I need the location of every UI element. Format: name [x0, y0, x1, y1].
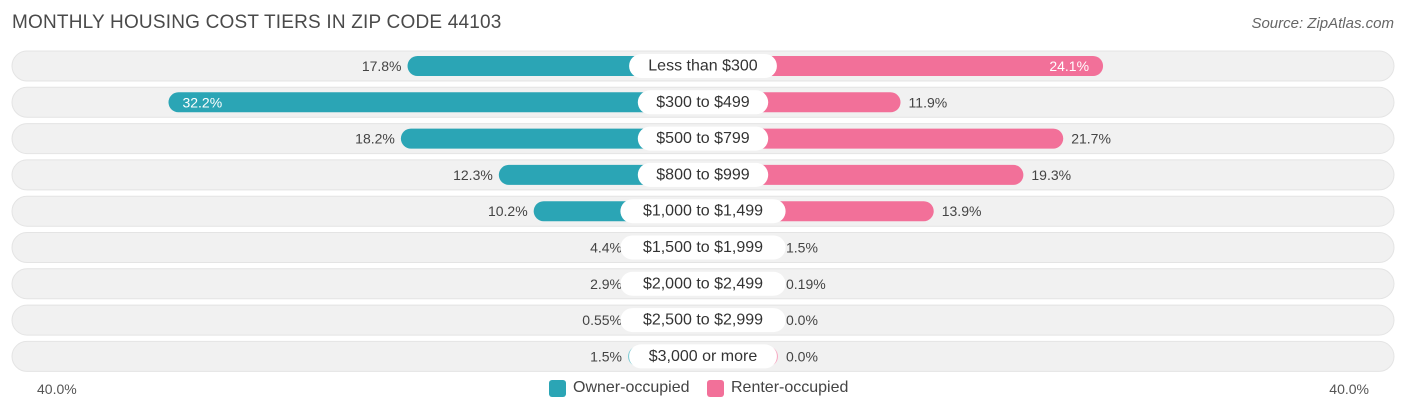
category-label: $1,000 to $1,499 — [643, 203, 763, 220]
category-pill — [637, 162, 769, 187]
category-pill — [620, 235, 786, 260]
category-label: $300 to $499 — [656, 94, 750, 111]
renter-value-label: 0.19% — [786, 276, 826, 292]
category-pill — [629, 54, 777, 78]
legend-owner: Owner-occupied — [549, 379, 690, 397]
renter-bar — [703, 164, 1024, 185]
category-pill — [620, 308, 786, 333]
renter-value-label: 21.7% — [1071, 131, 1111, 147]
owner-value-label: 18.2% — [355, 131, 395, 147]
legend-owner-swatch — [549, 379, 566, 397]
owner-value-label: 17.8% — [362, 58, 402, 74]
owner-value-label: 10.2% — [488, 203, 528, 219]
category-pill — [637, 126, 769, 151]
source-credit: Source: ZipAtlas.com — [1251, 15, 1394, 32]
renter-value-label: 0.0% — [786, 312, 818, 328]
legend-renter: Renter-occupied — [707, 379, 848, 397]
owner-bar — [168, 92, 704, 113]
category-label: $1,500 to $1,999 — [643, 239, 763, 256]
renter-value-label: 13.9% — [942, 203, 982, 219]
owner-value-label: 2.9% — [590, 276, 622, 292]
category-label: $500 to $799 — [656, 130, 750, 147]
legend: Owner-occupied Renter-occupied — [0, 379, 1406, 401]
renter-value-label: 1.5% — [786, 240, 818, 256]
chart-title: MONTHLY HOUSING COST TIERS IN ZIP CODE 4… — [12, 12, 502, 33]
category-label: Less than $300 — [648, 58, 758, 75]
category-label: $3,000 or more — [649, 348, 758, 365]
owner-bar — [407, 56, 703, 76]
category-pill — [637, 90, 769, 115]
category-label: $800 to $999 — [656, 166, 750, 183]
owner-value-label: 32.2% — [182, 94, 222, 110]
renter-value-label: 19.3% — [1031, 167, 1071, 183]
renter-bar — [703, 56, 1104, 76]
owner-value-label: 1.5% — [590, 348, 622, 364]
renter-value-label: 24.1% — [1049, 58, 1089, 74]
category-pill — [629, 344, 777, 369]
category-label: $2,000 to $2,499 — [643, 275, 763, 292]
category-label: $2,500 to $2,999 — [643, 312, 763, 329]
renter-value-label: 0.0% — [786, 348, 818, 364]
legend-owner-label: Owner-occupied — [573, 379, 690, 396]
axis-right-label: 40.0% — [1329, 381, 1369, 397]
owner-value-label: 12.3% — [453, 167, 493, 183]
legend-renter-swatch — [707, 379, 724, 397]
owner-value-label: 4.4% — [590, 240, 622, 256]
axis-left-label: 40.0% — [37, 381, 77, 397]
renter-value-label: 11.9% — [909, 94, 948, 110]
category-pill — [620, 199, 786, 224]
legend-renter-label: Renter-occupied — [731, 379, 849, 396]
owner-bar — [400, 128, 703, 149]
owner-value-label: 0.55% — [582, 312, 622, 328]
category-pill — [620, 271, 786, 296]
renter-bar — [703, 128, 1064, 149]
